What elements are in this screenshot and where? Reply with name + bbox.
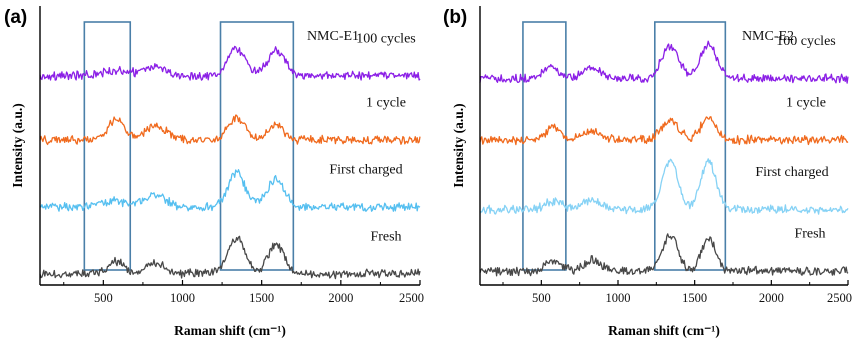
x-tick-label-1000: 1000 [170,291,195,305]
spectrum-line-1-cycle [39,114,421,146]
series-label-first-charged: First charged [755,165,828,180]
highlight-box-0 [522,21,567,271]
x-tick-label-1500: 1500 [249,291,274,305]
highlight-box-0 [83,21,132,271]
panel-b-series-labels: 100 cycles 1 cycle First charged Fresh [755,34,835,242]
panel-a-y-axis-label: Intensity (a.u.) [10,103,25,187]
panel-b-label: (b) [443,7,467,28]
series-label-fresh: Fresh [794,227,825,242]
spectrum-line-100-cycles [479,40,849,84]
panel-a-series-labels: 100 cycles 1 cycle First charged Fresh [329,31,415,244]
spectrum-line-first-charged [479,158,849,215]
panel-b-ticks: 500 1000 1500 2000 2500 [502,280,852,305]
highlight-box-1 [219,21,295,271]
panel-b-spectra [479,40,849,277]
panel-b-annotation: NMC-E2 [742,29,794,44]
x-tick-label-2000: 2000 [759,291,784,305]
panel-b-x-axis-label: Raman shift (cm⁻¹) [608,323,720,338]
series-label-1-cycle: 1 cycle [366,95,406,110]
series-label-100-cycles: 100 cycles [356,31,415,46]
panel-a-x-axis-label: Raman shift (cm⁻¹) [174,323,286,338]
x-tick-label-500: 500 [532,291,551,305]
series-label-first-charged: First charged [329,162,402,177]
x-tick-label-2500: 2500 [399,291,424,305]
x-tick-label-1000: 1000 [606,291,631,305]
x-tick-label-2500: 2500 [827,291,852,305]
series-label-1-cycle: 1 cycle [786,95,826,110]
panel-a-spectra [39,45,421,280]
spectrum-line-100-cycles [39,45,421,81]
x-tick-label-1500: 1500 [682,291,707,305]
panel-b-y-axis-label: Intensity (a.u.) [451,103,466,187]
panel-a-highlight-regions [83,21,295,271]
spectrum-line-fresh [479,233,849,277]
panel-b-highlight-regions [522,21,727,271]
series-label-100-cycles: 100 cycles [776,34,835,49]
x-tick-label-2000: 2000 [328,291,353,305]
series-label-fresh: Fresh [370,229,401,244]
highlight-box-1 [653,21,727,271]
panel-a-axes [39,6,420,286]
spectrum-line-first-charged [39,169,421,212]
spectrum-line-1-cycle [479,116,849,146]
panel-a-annotation: NMC-E1 [307,29,359,44]
spectrum-line-fresh [39,235,421,280]
panel-a-ticks: 500 1000 1500 2000 2500 [63,280,424,305]
x-tick-label-500: 500 [94,291,113,305]
panel-a-label: (a) [4,7,27,28]
